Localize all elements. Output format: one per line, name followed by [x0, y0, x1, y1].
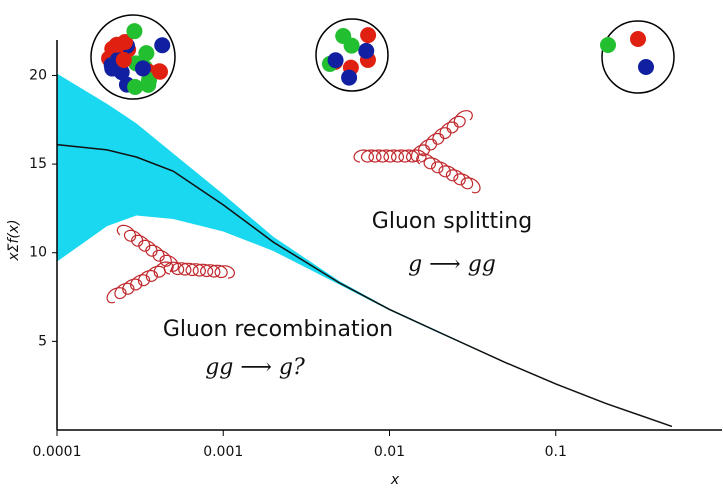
parton	[108, 36, 125, 53]
parton	[154, 37, 171, 54]
annotation: Gluon recombination	[163, 317, 393, 342]
line	[56, 143, 673, 428]
x-tick-label: 0.0001	[33, 444, 82, 460]
parton	[152, 63, 169, 80]
gluon	[416, 153, 481, 194]
parton	[327, 52, 344, 69]
hadron	[601, 20, 675, 94]
x-tick-label: 0.001	[203, 444, 243, 460]
parton	[343, 37, 360, 54]
x-axis-label: x	[390, 472, 400, 488]
gluon	[116, 224, 180, 272]
parton	[638, 59, 654, 75]
x-tick-label: 0.01	[374, 444, 405, 460]
gluon	[163, 261, 236, 279]
parton	[126, 23, 143, 40]
y-tick-label: 20	[29, 67, 47, 83]
gluon	[353, 149, 427, 163]
annotation: Gluon splitting	[372, 209, 532, 234]
parton	[127, 79, 144, 96]
y-tick-label: 5	[38, 333, 47, 349]
parton	[360, 27, 377, 44]
parton	[138, 45, 155, 62]
annotation: g ⟶ gg	[408, 252, 496, 277]
plot: 5 10 15 20 0.0001 0.001 0.01 0.1	[29, 14, 722, 460]
parton	[134, 60, 151, 77]
parton	[358, 42, 375, 59]
parton	[630, 31, 646, 47]
y-tick-label: 10	[29, 245, 47, 261]
gluon	[106, 261, 174, 304]
x-tick-label: 0.1	[545, 444, 567, 460]
parton	[113, 64, 130, 81]
uncertainty-band	[57, 73, 672, 427]
annotation: gg ⟶ g?	[205, 355, 305, 380]
parton	[341, 69, 358, 86]
gluon	[410, 110, 473, 163]
parton	[115, 51, 132, 68]
parton	[600, 37, 616, 53]
y-tick-label: 15	[29, 156, 47, 172]
y-axis-label: xΣf(x)	[6, 219, 22, 261]
